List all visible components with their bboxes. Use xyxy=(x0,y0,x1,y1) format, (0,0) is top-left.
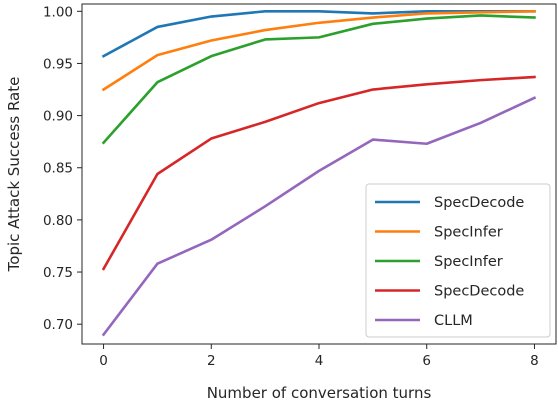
x-tick-label: 0 xyxy=(99,353,108,369)
series-line-0 xyxy=(101,10,536,58)
legend-label-3: SpecDecode xyxy=(434,284,524,300)
y-tick-label: 1.00 xyxy=(43,4,73,20)
legend-label-2: SpecInfer xyxy=(434,254,503,270)
x-tick-label: 6 xyxy=(422,353,431,369)
x-tick-label: 2 xyxy=(207,353,216,369)
legend: SpecDecode SpecInfer SpecInfer SpecDecode CL… xyxy=(365,183,551,338)
y-axis-label: Topic Attack Success Rate xyxy=(5,77,23,273)
series-line-4 xyxy=(101,96,537,337)
y-tick-label: 0.70 xyxy=(43,317,73,333)
series-layer xyxy=(101,9,537,337)
y-tick-label: 0.85 xyxy=(43,161,73,177)
tick-layer: 0 2 4 6 8 0.70 0.75 0.80 0.85 0.90 0.95 1.00 xyxy=(43,4,539,369)
series-line-2 xyxy=(101,14,536,145)
x-tick-label: 4 xyxy=(315,353,324,369)
legend-label-1: SpecInfer xyxy=(434,225,503,241)
y-tick-label: 0.80 xyxy=(43,213,73,229)
legend-box xyxy=(365,183,551,338)
y-tick-label: 0.75 xyxy=(43,265,73,281)
y-tick-label: 0.95 xyxy=(43,56,73,72)
x-tick-label: 8 xyxy=(530,353,539,369)
legend-label-4: CLLM xyxy=(434,313,473,329)
series-line-3 xyxy=(101,75,536,271)
legend-label-0: SpecDecode xyxy=(434,195,524,211)
series-line-1 xyxy=(101,9,536,92)
y-tick-label: 0.90 xyxy=(43,109,73,125)
x-axis-label: Number of conversation turns xyxy=(207,384,432,402)
